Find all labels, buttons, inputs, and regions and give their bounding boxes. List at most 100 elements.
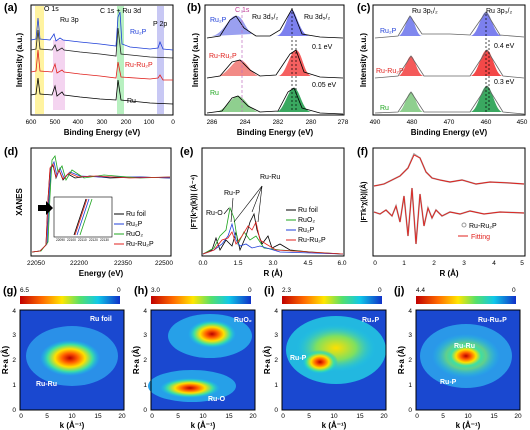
cmax-h: 3.0 xyxy=(151,287,160,294)
legend-label: RuO₂ xyxy=(298,217,315,224)
legend-ru: Ru xyxy=(127,98,136,105)
ruru-pointer xyxy=(251,185,263,213)
fit-c-ru xyxy=(374,85,525,115)
panel-i: (i) 2.3 0 Ru₂P Ru-P 0 1 2 3 4 0 5 10 15 … xyxy=(263,285,388,430)
spectrum-blk-survey xyxy=(30,27,174,59)
tick: 600 xyxy=(26,119,37,126)
panel-h-label: (h) xyxy=(134,285,148,297)
tick: 20 xyxy=(118,413,126,420)
peak-c-ru2p-1 xyxy=(398,16,422,36)
tick: 3 xyxy=(143,332,147,339)
tick: 10 xyxy=(464,413,472,420)
map-g-peak xyxy=(40,340,100,376)
tick: 400 xyxy=(73,119,84,126)
panel-b-ylabel: Intensity (a.u.) xyxy=(191,33,200,88)
tick: 4.5 xyxy=(303,260,312,267)
tick: 0 xyxy=(143,407,147,414)
panel-b-xticks: 286 284 282 280 278 xyxy=(207,119,349,126)
panel-e: (e) Ru-Ru Ru-P Ru-O Ru foil RuO₂ Ru₂P Ru… xyxy=(180,146,347,278)
tick: 1 xyxy=(12,382,16,389)
label-c1s: C 1s xyxy=(235,7,250,14)
panel-g-label: (g) xyxy=(3,285,17,297)
path-h: Ru-O xyxy=(208,396,226,403)
panel-e-label: (e) xyxy=(180,146,194,158)
xanes-ru-ru2p xyxy=(31,163,171,253)
panel-c-xticks: 490 480 470 460 450 xyxy=(370,119,528,126)
panel-j: (j) 4.4 0 Ru-Ru₂P Ru-Ru Ru-P 0 1 2 3 4 0… xyxy=(394,285,522,430)
tick: 15 xyxy=(356,413,364,420)
tick: 1.5 xyxy=(233,260,242,267)
tick: 282 xyxy=(273,119,284,126)
label-ru3d32: Ru 3d₃/₂ xyxy=(252,14,278,21)
map-h-frame xyxy=(150,309,256,411)
tick: 500 xyxy=(50,119,61,126)
tick: 4 xyxy=(274,308,278,315)
fit-magnitude xyxy=(373,154,525,187)
tick: 450 xyxy=(517,119,528,126)
sample-i: Ru₂P xyxy=(362,317,379,324)
fit-c-rr xyxy=(374,49,525,79)
map-i-peak xyxy=(302,350,338,374)
panel-j-xticks: 0 5 10 15 20 xyxy=(415,413,522,420)
tick: 4 xyxy=(12,308,16,315)
map-j-frame xyxy=(415,309,521,411)
legend-label: Ru₂P xyxy=(298,227,315,234)
tick: 20 xyxy=(380,413,388,420)
panel-f-legend: Ru-Ru₂P Fitting xyxy=(458,222,497,241)
tick: 22350 xyxy=(114,260,132,267)
path-j-rup: Ru-P xyxy=(440,379,457,386)
tick: 300 xyxy=(97,119,108,126)
tick: 3 xyxy=(12,332,16,339)
panel-d-frame xyxy=(30,147,172,257)
label-ru3p: Ru 3p xyxy=(60,17,79,24)
ruo-pointer xyxy=(223,207,230,215)
peak-ru-main xyxy=(276,88,312,112)
panel-a: (a) O 1s C 1s + Ru 3d Ru 3p P 2p Ru₂P Ru… xyxy=(4,2,175,137)
c1s-band xyxy=(117,6,124,114)
tick: 1 xyxy=(402,260,406,267)
panel-b-label: (b) xyxy=(187,2,201,14)
tick: 480 xyxy=(407,119,418,126)
panel-g-xlabel: k (Å⁻¹) xyxy=(60,421,85,430)
tick: 0 xyxy=(415,413,419,420)
fit-real xyxy=(373,187,525,245)
path-i: Ru-P xyxy=(290,355,307,362)
tick: 5 xyxy=(307,413,311,420)
ruru-pointer xyxy=(233,185,263,223)
legend-b-ru: Ru xyxy=(210,90,219,97)
label-ru3d52: Ru 3d₅/₂ xyxy=(304,14,330,21)
tick: 22090 xyxy=(56,238,65,242)
label-o1s: O 1s xyxy=(44,6,59,13)
tick: 0 xyxy=(408,407,412,414)
panel-d-xticks: 22050 22200 22350 22500 xyxy=(27,260,173,267)
tick: 22500 xyxy=(155,260,173,267)
panel-j-yticks: 0 1 2 3 4 xyxy=(408,308,412,414)
tick: 280 xyxy=(306,119,317,126)
ft-ruo2 xyxy=(202,206,344,255)
tick: 3 xyxy=(462,260,466,267)
map-h-peak1 xyxy=(188,320,236,348)
panel-a-xticks: 600 500 400 300 200 100 0 xyxy=(26,119,176,126)
panel-e-xticks: 0.0 1.5 3.0 4.5 6.0 xyxy=(198,260,346,267)
legend-ru-ru2p: Ru-Ru₂P xyxy=(125,62,153,69)
tick: 100 xyxy=(144,119,155,126)
tick: 4 xyxy=(143,308,147,315)
path-g: Ru-Ru xyxy=(36,381,57,388)
tick: 470 xyxy=(444,119,455,126)
panel-g-ylabel: R+a (Å) xyxy=(1,346,10,375)
panel-h-xlabel: k (Å⁻¹) xyxy=(191,421,216,430)
map-h-peak2 xyxy=(160,378,220,398)
ft-ru-foil xyxy=(202,212,344,255)
legend-label: Ru₂P xyxy=(126,221,143,228)
tick: 5 xyxy=(520,260,524,267)
panel-i-ylabel: R+a (Å) xyxy=(263,346,272,375)
legend-b-ru2p: Ru₂P xyxy=(210,17,227,24)
tick: 5 xyxy=(45,413,49,420)
tick: 22100 xyxy=(67,238,76,242)
panel-b-xlabel: Binding Energy (eV) xyxy=(237,128,314,137)
panel-d-ylabel: XANES xyxy=(15,188,24,216)
legend-swatch xyxy=(461,222,467,228)
label-ruo: Ru-O xyxy=(206,210,223,217)
tick: 3 xyxy=(408,332,412,339)
label-ru3p12: Ru 3p₁/₂ xyxy=(412,8,438,15)
